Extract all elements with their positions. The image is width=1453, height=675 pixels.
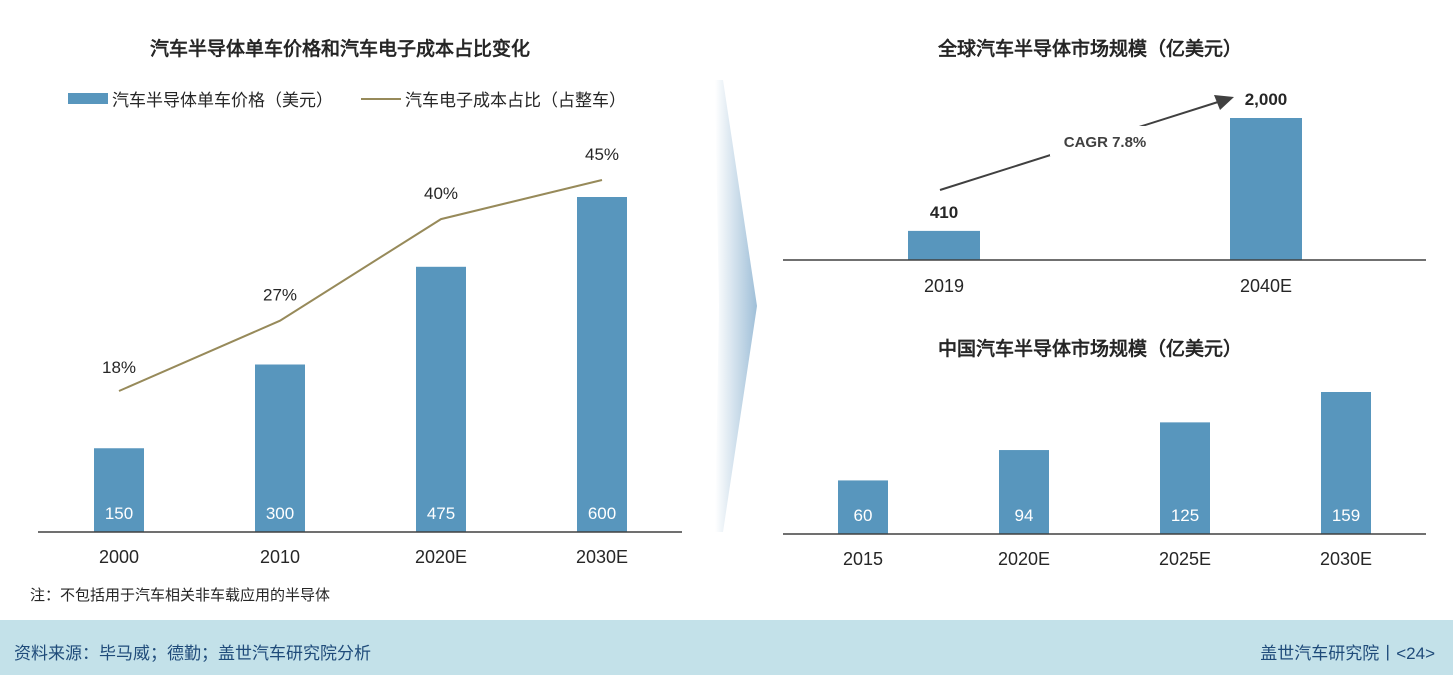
cagr-label-bg	[1050, 126, 1160, 156]
x-tick-label: 2019	[924, 276, 964, 296]
bar-value-label: 60	[854, 506, 873, 525]
line-point-label: 40%	[424, 184, 458, 203]
bar-2040E	[1230, 118, 1302, 260]
x-tick-label: 2025E	[1159, 549, 1211, 569]
left-chart-title: 汽车半导体单车价格和汽车电子成本占比变化	[150, 39, 531, 60]
bar-2010	[255, 364, 305, 532]
footer-source: 资料来源：毕马威；德勤；盖世汽车研究院分析	[14, 644, 371, 663]
bar-value-label: 475	[427, 504, 455, 523]
legend-bar-label: 汽车半导体单车价格（美元）	[112, 91, 333, 110]
global-chart-plot: 410 2019 2,000 2040E CAGR 7.8%	[783, 90, 1426, 296]
line-point-label: 45%	[585, 145, 619, 164]
bar-2000	[94, 448, 144, 532]
x-tick-label: 2015	[843, 549, 883, 569]
bar-2019	[908, 230, 980, 260]
bar-value-label: 410	[930, 203, 958, 222]
left-chart-plot: 150 2000 300 2010 475 2020E 600 2030E 18% 27% 40% 4…	[38, 145, 682, 567]
footer-bar: 资料来源：毕马威；德勤；盖世汽车研究院分析 盖世汽车研究院丨<24>	[0, 620, 1453, 675]
x-tick-label: 2020E	[998, 549, 1050, 569]
bar-2015	[838, 480, 888, 534]
line-point-label: 18%	[102, 358, 136, 377]
bar-value-label: 600	[588, 504, 616, 523]
x-tick-label: 2000	[99, 547, 139, 567]
bar-2030E	[1321, 392, 1371, 534]
legend-line-label: 汽车电子成本占比（占整车）	[405, 91, 626, 110]
x-tick-label: 2020E	[415, 547, 467, 567]
china-chart-title: 中国汽车半导体市场规模（亿美元）	[938, 339, 1243, 360]
cagr-arrow-head	[1214, 95, 1234, 110]
line-series-cost-share	[118, 179, 603, 392]
x-tick-label: 2030E	[1320, 549, 1372, 569]
footer-brand: 盖世汽车研究院丨<24>	[1260, 644, 1435, 663]
cagr-label: CAGR 7.8%	[1064, 134, 1147, 151]
bar-value-label: 159	[1332, 506, 1360, 525]
line-point-label: 27%	[263, 286, 297, 305]
legend-line-swatch	[361, 97, 401, 100]
bar-2030E	[577, 197, 627, 532]
left-chart-legend: 汽车半导体单车价格（美元） 汽车电子成本占比（占整车）	[68, 86, 626, 111]
x-tick-label: 2040E	[1240, 276, 1292, 296]
bar-2020E	[416, 266, 466, 532]
chart-note: 注：不包括用于汽车相关非车载应用的半导体	[30, 587, 331, 604]
bar-2025E	[1160, 422, 1210, 534]
legend-bar-swatch	[68, 93, 108, 104]
x-tick-label: 2010	[260, 547, 300, 567]
divider-arrow-shape	[715, 80, 757, 532]
global-chart-title: 全球汽车半导体市场规模（亿美元）	[938, 39, 1243, 60]
bar-value-label: 150	[105, 504, 133, 523]
x-tick-label: 2030E	[576, 547, 628, 567]
bar-value-label: 94	[1015, 506, 1034, 525]
bar-value-label: 2,000	[1245, 90, 1288, 109]
china-chart-plot: 60 2015 94 2020E 125 2025E 159 2030E	[783, 392, 1426, 569]
bar-value-label: 300	[266, 504, 294, 523]
bar-value-label: 125	[1171, 506, 1199, 525]
bar-2020E	[999, 450, 1049, 534]
